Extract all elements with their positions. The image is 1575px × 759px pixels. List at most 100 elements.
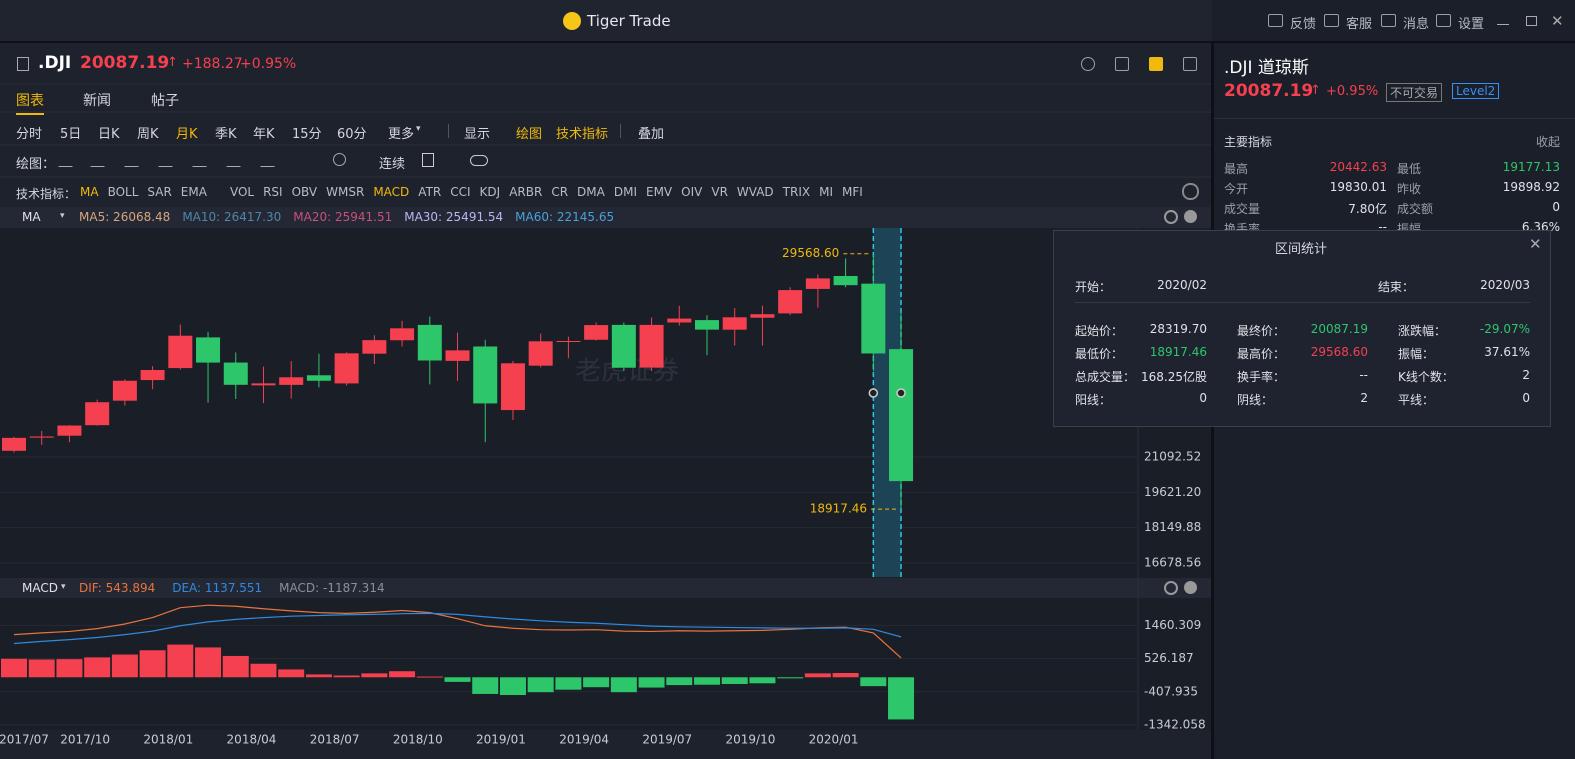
- ma-legend-item: MA20: 25941.51: [293, 210, 393, 224]
- candle-body: [29, 436, 54, 438]
- action-icon[interactable]: [1436, 14, 1451, 27]
- popup-value: 2: [1360, 391, 1368, 405]
- popup-label: 起始价：: [1075, 324, 1124, 338]
- macd-bar: [832, 673, 859, 678]
- macd-bar: [777, 677, 804, 679]
- draw-continuous[interactable]: 连续: [379, 157, 406, 172]
- period[interactable]: 年K: [253, 127, 275, 142]
- indicator[interactable]: VOL: [229, 185, 255, 199]
- macd-bar: [444, 677, 471, 682]
- candle-body: [279, 377, 304, 385]
- settings-icon[interactable]: [1164, 210, 1178, 224]
- popup-label: 开始：: [1075, 280, 1112, 294]
- popup-close[interactable]: ✕: [1529, 235, 1542, 253]
- action-icon[interactable]: [1268, 14, 1283, 27]
- period[interactable]: 分时: [16, 127, 43, 142]
- stat-label: 最高: [1224, 162, 1249, 176]
- indicator[interactable]: WVAD: [736, 185, 774, 199]
- popup-value: 20087.19: [1310, 322, 1368, 336]
- macd-bar: [84, 657, 111, 678]
- indicator[interactable]: ARBR: [509, 185, 543, 199]
- indicator[interactable]: MFI: [842, 185, 863, 199]
- view-menu[interactable]: 技术指标: [556, 127, 609, 142]
- indicator[interactable]: SAR: [147, 185, 172, 199]
- annotation-label: 18917.46: [810, 502, 867, 516]
- tab[interactable]: 图表: [16, 90, 44, 115]
- candle-body: [140, 370, 165, 381]
- candle-body: [57, 425, 82, 436]
- action-icon[interactable]: [1381, 14, 1396, 27]
- indicator[interactable]: EMA: [180, 185, 207, 199]
- ma-name[interactable]: MA: [22, 210, 41, 224]
- indicator[interactable]: RSI: [263, 185, 283, 199]
- indicator[interactable]: MA: [80, 185, 99, 199]
- indicator[interactable]: MI: [819, 185, 834, 199]
- popup-value: 0: [1199, 391, 1207, 405]
- indicator[interactable]: DMI: [613, 185, 637, 199]
- indicator[interactable]: MACD: [373, 185, 410, 199]
- indicator[interactable]: VR: [711, 185, 728, 199]
- zoom-tool[interactable]: [333, 153, 346, 166]
- candle-body: [473, 346, 498, 404]
- view-menu[interactable]: 显示: [464, 127, 491, 142]
- header-icon[interactable]: [1183, 57, 1197, 71]
- period[interactable]: 日K: [98, 127, 120, 142]
- stat-label: 成交量: [1224, 202, 1261, 216]
- view-menu[interactable]: 叠加: [638, 127, 665, 142]
- minimize[interactable]: [1497, 24, 1509, 25]
- macd-name[interactable]: MACD: [22, 581, 58, 595]
- side-name: .DJI 道琼斯: [1224, 58, 1309, 78]
- header-icon[interactable]: [1115, 57, 1129, 71]
- indicator[interactable]: WMSR: [326, 185, 365, 199]
- y-tick-label: -1342.058: [1144, 717, 1206, 731]
- x-tick-label: 2018/07: [310, 733, 360, 747]
- period[interactable]: 60分: [337, 127, 367, 142]
- candle-body: [528, 341, 553, 366]
- tab[interactable]: 新闻: [83, 93, 111, 109]
- indicator[interactable]: CCI: [450, 185, 471, 199]
- close-icon[interactable]: [1184, 581, 1197, 594]
- action-icon[interactable]: [1324, 14, 1339, 27]
- tab[interactable]: 帖子: [151, 93, 179, 109]
- candle-body: [445, 350, 470, 361]
- close-icon[interactable]: [1184, 210, 1197, 223]
- candle-body: [2, 437, 26, 451]
- indicator[interactable]: KDJ: [479, 185, 501, 199]
- header-icon[interactable]: [1081, 57, 1095, 71]
- collapse[interactable]: 收起: [1536, 135, 1561, 149]
- indicator[interactable]: OBV: [291, 185, 318, 199]
- view-menu[interactable]: 绘图: [516, 127, 543, 142]
- indicator[interactable]: TRIX: [782, 185, 811, 199]
- indicator[interactable]: DMA: [577, 185, 605, 199]
- panel-icon[interactable]: [17, 57, 29, 71]
- window-action[interactable]: 反馈: [1290, 17, 1317, 32]
- close[interactable]: ✕: [1551, 12, 1564, 30]
- eye[interactable]: [470, 155, 488, 166]
- dropdown-arrow: ▾: [61, 582, 66, 592]
- period[interactable]: 更多: [388, 127, 415, 142]
- indicator[interactable]: CR: [551, 185, 569, 199]
- indicator[interactable]: ATR: [418, 185, 442, 199]
- y-tick-label: -407.935: [1144, 684, 1198, 698]
- window-action[interactable]: 消息: [1403, 17, 1430, 32]
- settings-icon[interactable]: [1182, 183, 1199, 200]
- period[interactable]: 月K: [176, 127, 198, 142]
- header-icon[interactable]: [1149, 57, 1163, 71]
- period[interactable]: 周K: [137, 127, 159, 142]
- maximize[interactable]: [1526, 16, 1537, 26]
- indicator[interactable]: BOLL: [107, 185, 139, 199]
- settings-icon[interactable]: [1164, 581, 1178, 595]
- popup-label: 最低价：: [1075, 347, 1124, 361]
- stat-value: 19898.92: [1502, 180, 1560, 194]
- period[interactable]: 季K: [215, 127, 237, 142]
- window-action[interactable]: 设置: [1458, 17, 1485, 32]
- indicator[interactable]: OIV: [681, 185, 703, 199]
- window-action[interactable]: 客服: [1346, 17, 1373, 32]
- period[interactable]: 5日: [60, 127, 82, 142]
- indicator[interactable]: EMV: [646, 185, 673, 199]
- y-tick-label: 21092.52: [1144, 450, 1201, 464]
- trash[interactable]: [422, 153, 434, 167]
- legend-bar: [0, 207, 1212, 228]
- period[interactable]: 15分: [292, 127, 322, 142]
- divider: [0, 41, 1575, 43]
